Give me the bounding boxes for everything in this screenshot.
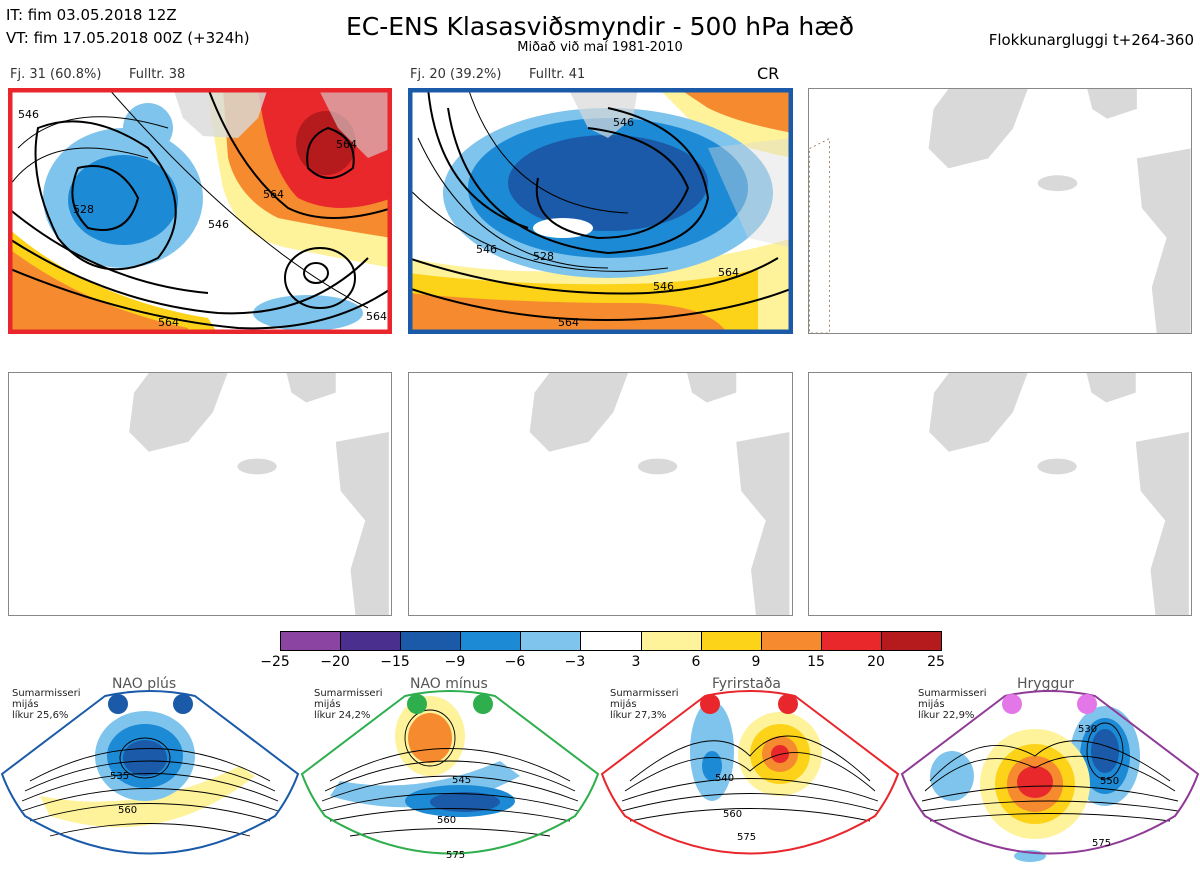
map2-contour-label: 564	[558, 316, 579, 329]
colorbar-tick: 15	[807, 654, 825, 670]
regime-nao-plus-map: 535 560	[0, 690, 300, 855]
colorbar-tick: 6	[691, 654, 701, 670]
classification-window: Flokkunargluggi t+264-360	[988, 31, 1194, 49]
cluster-map-5	[408, 372, 793, 616]
colorbar-tick: −25	[260, 654, 290, 670]
colorbar-tick: −9	[444, 654, 466, 670]
map1-contour-label: 528	[73, 203, 94, 216]
anomaly-colorbar	[280, 631, 942, 651]
regime-contour-label: 560	[118, 805, 137, 816]
page-subtitle: Miðað við maí 1981-2010	[517, 40, 683, 55]
regime-title: Hryggur	[1017, 676, 1074, 692]
regime-contour-label: 535	[110, 771, 129, 782]
regime-season: Sumarmisseri mijás líkur 22,9%	[918, 688, 987, 721]
regime-nao-minus-map: 545 560 575	[300, 690, 600, 861]
regime-title: Fyrirstaða	[712, 676, 781, 692]
panel-2-fj-label: Fj. 20 (39.2%)	[410, 67, 502, 82]
valid-time: VT: fim 17.05.2018 00Z (+324h)	[6, 29, 250, 47]
cluster-map-1: 528 546 546 564 564 564 564	[8, 88, 392, 334]
regime-nao-plus: NAO plús Sumarmisseri mijás líkur 25,6% …	[0, 676, 300, 871]
regime-contour-label: 575	[737, 832, 756, 843]
regime-ridge-map: 530 550 575	[900, 690, 1200, 862]
colorbar-tick: 20	[867, 654, 885, 670]
colorbar-swatch	[400, 632, 461, 650]
regime-contour-label: 575	[446, 850, 465, 861]
regime-title: NAO mínus	[410, 676, 488, 692]
map2-contour-label: 546	[653, 280, 674, 293]
colorbar-tick: 25	[927, 654, 945, 670]
colorbar-swatch	[281, 632, 341, 650]
map1-contour-label: 564	[336, 138, 357, 151]
regime-contour-label: 530	[1078, 724, 1097, 735]
regime-season: Sumarmisseri mijás líkur 25,6%	[12, 688, 81, 721]
regime-blocking-map: 540 560 575	[600, 690, 900, 855]
cluster-map-2: 546 528 546 546 564 564	[408, 88, 793, 334]
regime-season: Sumarmisseri mijás líkur 27,3%	[610, 688, 679, 721]
colorbar-swatch	[460, 632, 521, 650]
map1-contour-label: 546	[18, 108, 39, 121]
empty-map-5-canvas	[529, 373, 790, 615]
colorbar-swatch	[760, 632, 821, 650]
colorbar-tick: −20	[320, 654, 350, 670]
map2-contour-label: 546	[613, 116, 634, 129]
regime-contour-label: 540	[715, 773, 734, 784]
map1-contour-label: 564	[366, 310, 387, 323]
regime-title: NAO plús	[112, 676, 177, 692]
colorbar-tick: 9	[751, 654, 761, 670]
panel-1-fulltr-label: Fulltr. 38	[129, 67, 186, 82]
map2-contour-label: 564	[718, 266, 739, 279]
initial-time: IT: fim 03.05.2018 12Z	[6, 6, 177, 24]
colorbar-swatch	[580, 632, 641, 650]
regime-ridge: Hryggur Sumarmisseri mijás líkur 22,9% 5…	[900, 676, 1200, 871]
colorbar-tick: 3	[631, 654, 641, 670]
colorbar-swatch	[340, 632, 401, 650]
regime-contour-label: 560	[723, 809, 742, 820]
regime-blocking: Fyrirstaða Sumarmisseri mijás líkur 27,3…	[600, 676, 900, 871]
panel-2-regime-label: CR	[757, 64, 780, 83]
cluster-map-3	[808, 88, 1192, 334]
colorbar-tick: −15	[380, 654, 410, 670]
colorbar-tick: −3	[564, 654, 586, 670]
regime-nao-minus: NAO mínus Sumarmisseri mijás líkur 24,2%…	[300, 676, 600, 871]
cluster-map-1-canvas: 528 546 546 564 564 564 564	[8, 88, 392, 334]
header-left: IT: fim 03.05.2018 12Z VT: fim 17.05.201…	[6, 4, 250, 50]
colorbar-swatch	[520, 632, 581, 650]
regime-contour-label: 550	[1100, 776, 1119, 787]
colorbar-tick: −6	[504, 654, 526, 670]
colorbar-ticks: −25 −20 −15 −9 −6 −3 3 6 9 15 20 25	[260, 654, 945, 674]
cluster-map-4	[8, 372, 392, 616]
colorbar-swatch	[640, 632, 701, 650]
map1-contour-label: 546	[208, 218, 229, 231]
regime-contour-label: 575	[1092, 838, 1111, 849]
empty-map-6-canvas	[929, 373, 1189, 615]
colorbar-swatch	[700, 632, 761, 650]
cluster-map-6	[808, 372, 1192, 616]
page-title: EC-ENS Klasasviðsmyndir - 500 hPa hæð	[345, 12, 855, 41]
panel-2-fulltr-label: Fulltr. 41	[529, 67, 586, 82]
colorbar-swatch	[880, 632, 942, 650]
panel-1-fj-label: Fj. 31 (60.8%)	[10, 67, 102, 82]
map2-contour-label: 546	[476, 243, 497, 256]
map2-contour-label: 528	[533, 250, 554, 263]
empty-map-3-canvas	[809, 89, 1191, 333]
cluster-map-2-canvas: 546 528 546 546 564 564	[408, 88, 793, 334]
regime-contour-label: 560	[437, 815, 456, 826]
empty-map-4-canvas	[129, 373, 389, 615]
regime-contour-label: 545	[452, 775, 471, 786]
colorbar-swatch	[820, 632, 881, 650]
map1-contour-label: 564	[158, 316, 179, 329]
regime-season: Sumarmisseri mijás líkur 24,2%	[314, 688, 383, 721]
map1-contour-label: 564	[263, 188, 284, 201]
